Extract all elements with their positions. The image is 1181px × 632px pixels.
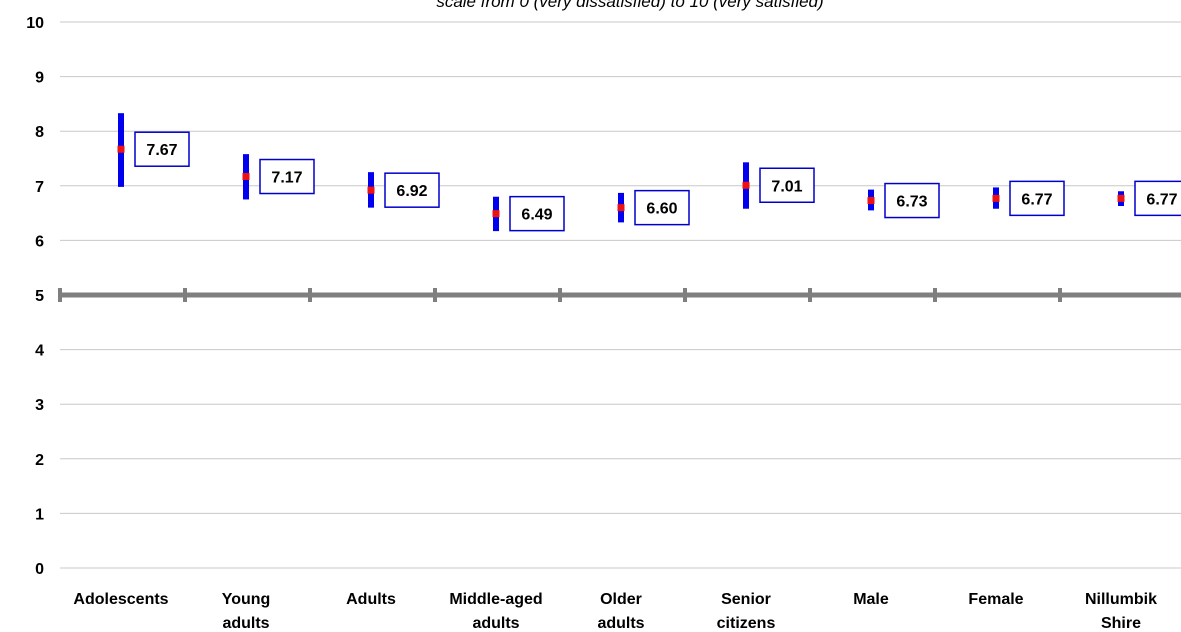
data-label: 7.17 [271,170,302,187]
y-axis: 0 1 2 3 4 5 6 7 8 9 10 [26,15,44,578]
data-label: 7.01 [771,178,802,195]
x-category-label: adults [597,615,644,632]
x-category-label: adults [472,615,519,632]
data-label-box [634,189,690,226]
x-category-label: Shire [1101,615,1141,632]
data-point [242,173,250,181]
data-point [617,204,625,212]
y-tick-label: 0 [35,561,44,578]
x-category-label: Senior [721,591,771,608]
data-label: 6.77 [1146,191,1177,208]
y-tick-label: 6 [35,233,44,250]
data-label-box [759,167,815,204]
y-tick-label: 9 [35,70,44,87]
x-category-label: Middle-aged [449,591,542,608]
y-tick-label: 4 [35,343,44,360]
x-axis: Adolescents Young adults Adults Middle-aged a… [73,591,1157,632]
x-category-label: Adults [346,591,396,608]
x-category-label: Young [222,591,271,608]
y-tick-label: 8 [35,124,44,141]
y-tick-label: 1 [35,506,44,523]
data-label-box [884,182,940,219]
data-point [742,181,750,189]
data-label: 6.92 [396,183,427,200]
data-label-box [134,131,190,167]
data-label-box [259,158,315,195]
data-point [992,194,1000,202]
data-label-box [384,172,440,208]
x-category-label: Older [600,591,642,608]
x-category-label: Male [853,591,889,608]
x-category-label: Female [968,591,1023,608]
x-category-label: citizens [717,615,776,632]
data-label-box [1009,180,1065,217]
error-bars [117,113,1125,232]
y-tick-label: 3 [35,397,44,414]
x-category-label: adults [222,615,269,632]
data-label-box [509,195,565,232]
reference-line [58,288,1181,302]
y-tick-label: 10 [26,15,44,32]
data-label: 6.60 [646,201,677,218]
data-label: 6.77 [1021,191,1052,208]
data-point [867,197,875,205]
data-label: 7.67 [146,142,177,159]
data-point [117,145,125,153]
data-point [492,210,500,218]
data-label: 6.49 [521,207,552,224]
y-tick-label: 7 [35,179,44,196]
x-category-label: Adolescents [73,591,168,608]
x-category-label: Nillumbik [1085,591,1157,608]
data-label: 6.73 [896,194,927,211]
y-tick-label: 2 [35,452,44,469]
y-tick-label: 5 [35,288,44,305]
data-point [1117,194,1125,202]
chart-subtitle: scale from 0 (very dissatisfied) to 10 (… [436,0,823,11]
data-point [367,186,375,194]
data-label-box [1134,180,1181,217]
data-labels: 7.67 7.17 6.92 6.49 6.60 7.01 6.73 6.77 6.77 [134,131,1181,232]
